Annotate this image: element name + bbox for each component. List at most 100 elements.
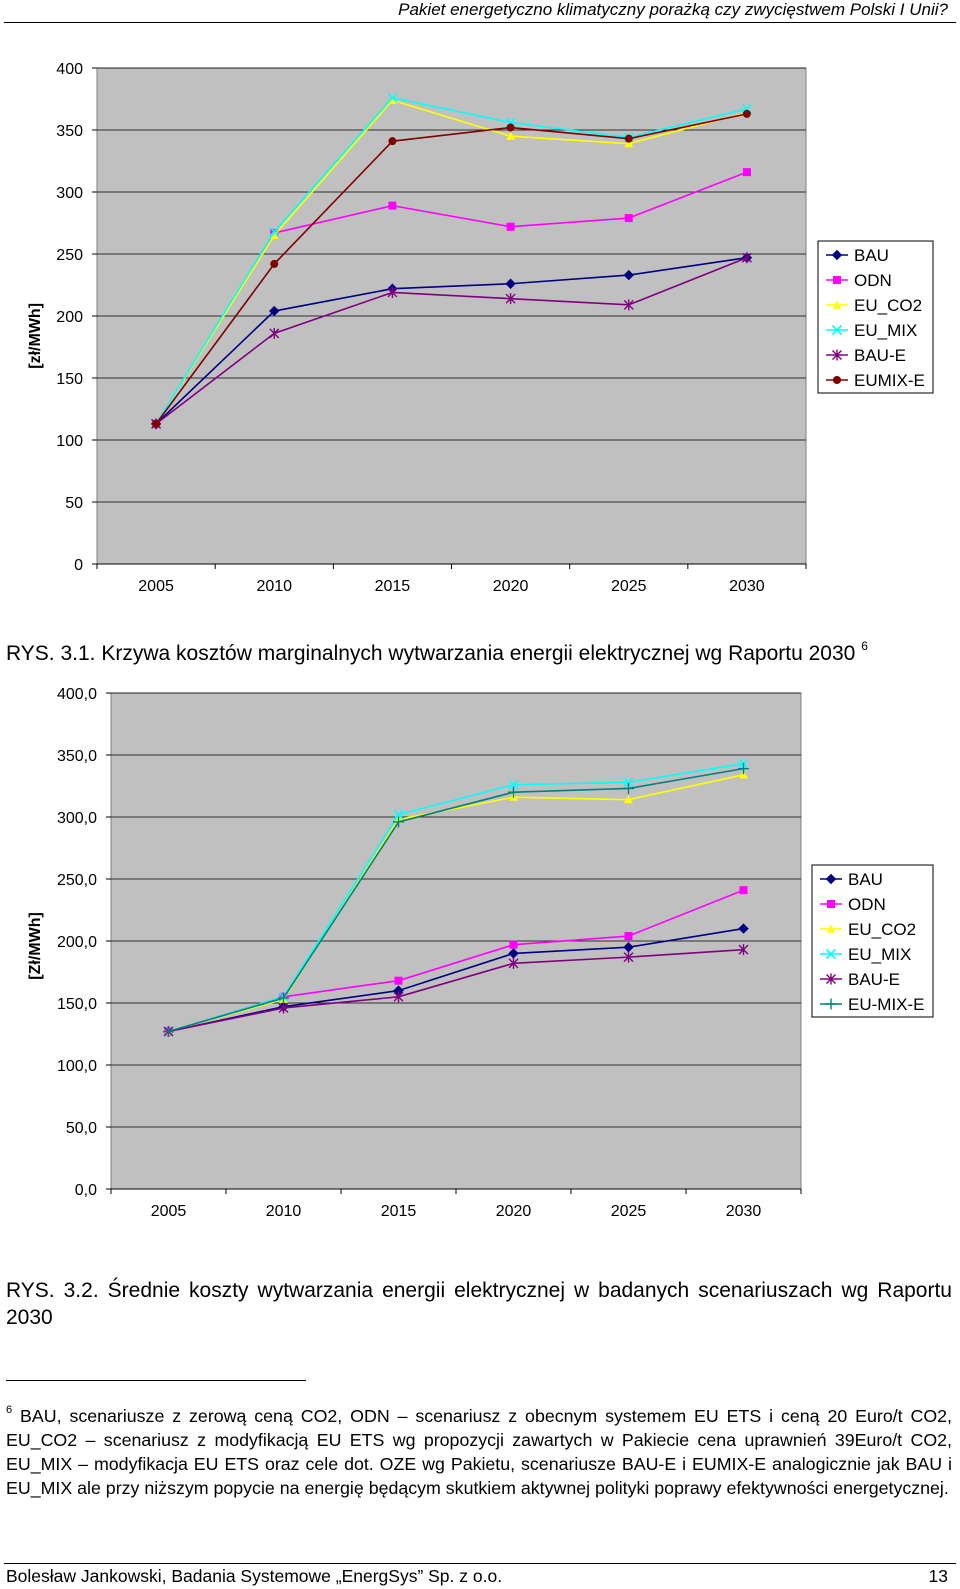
series-line <box>155 256 748 425</box>
data-point <box>269 226 280 237</box>
series-line <box>168 927 744 1033</box>
data-point <box>509 940 518 949</box>
series-line <box>168 767 744 1033</box>
y-tick-label: 100 <box>56 433 83 450</box>
legend-item: EU_CO2 <box>854 296 922 315</box>
data-point <box>387 286 398 298</box>
legend-item: EU-MIX-E <box>848 995 925 1014</box>
data-point <box>388 137 397 146</box>
legend-marker <box>831 249 843 261</box>
y-tick-label: 150 <box>56 371 83 388</box>
legend-marker <box>827 900 835 908</box>
page-header: Pakiet energetyczno klimatyczny porażką … <box>0 0 960 24</box>
data-point <box>393 816 404 828</box>
legend-marker <box>833 376 841 384</box>
data-point <box>741 252 752 264</box>
series-bau-e <box>163 944 749 1038</box>
y-tick-label: 350 <box>56 123 83 140</box>
page-number: 13 <box>928 1566 948 1586</box>
data-point <box>623 299 634 311</box>
legend-item: EU_CO2 <box>848 920 916 939</box>
x-tick-label: 2015 <box>375 578 411 595</box>
data-point <box>152 419 161 428</box>
x-tick-label: 2005 <box>151 1203 187 1220</box>
series-eumix-e <box>152 109 751 428</box>
chart-svg: 0,0 50,0 100,0 150,0 200,0 250,0 300,0 350,0 400… <box>27 686 934 1220</box>
legend-item: ODN <box>854 271 892 290</box>
data-point <box>508 786 519 798</box>
data-point <box>623 782 634 794</box>
legend-marker <box>831 324 843 336</box>
y-tick-label: 400 <box>56 61 83 78</box>
data-point <box>278 1002 289 1014</box>
y-tick-label: 0,0 <box>75 1182 97 1199</box>
data-point <box>388 201 397 210</box>
caption-fig1-text: RYS. 3.1. Krzywa kosztów marginalnych wy… <box>6 642 856 665</box>
legend-marker <box>825 873 837 885</box>
y-tick-label: 150,0 <box>57 996 97 1013</box>
data-point <box>269 305 280 317</box>
legend-item: EU_MIX <box>848 945 911 964</box>
data-point <box>624 134 633 143</box>
series-line <box>155 99 748 425</box>
x-tick-label: 2010 <box>266 1203 302 1220</box>
header-rule <box>4 22 956 23</box>
legend-marker <box>826 924 836 933</box>
footnote-text: BAU, scenariusze z zerową ceną CO2, ODN … <box>6 1406 953 1498</box>
footnote: 6 BAU, scenariusze z zerową ceną CO2, OD… <box>6 1404 952 1500</box>
footnote-rule <box>6 1380 306 1381</box>
y-tick-label: 0 <box>74 557 83 574</box>
data-point <box>269 327 280 339</box>
chart-average-costs: 0,0 50,0 100,0 150,0 200,0 250,0 300,0 350,0 400… <box>0 675 960 1250</box>
y-tick-label: 350,0 <box>57 748 97 765</box>
footnote-ref: 6 <box>861 639 868 653</box>
y-axis-label: [zł/MWh] <box>27 303 44 369</box>
legend-marker <box>825 998 837 1010</box>
data-point <box>394 976 403 985</box>
data-point <box>393 809 404 820</box>
data-point <box>739 770 748 779</box>
series-line <box>155 96 748 425</box>
data-point <box>269 230 279 239</box>
data-point <box>163 1026 174 1038</box>
x-tick-label: 2030 <box>729 578 765 595</box>
data-point <box>623 951 634 963</box>
legend-marker <box>832 300 842 309</box>
legend <box>811 864 934 1018</box>
series-line <box>168 762 744 1033</box>
data-point <box>270 259 279 268</box>
y-axis-label: [Zł/MWh] <box>27 912 44 980</box>
x-tick-label: 2030 <box>726 1203 762 1220</box>
legend-marker <box>825 948 837 960</box>
chart-svg: 0 50 100 150 200 250 300 350 400 2005 2010 2015 2020… <box>27 61 934 595</box>
y-tick-label: 300,0 <box>57 810 97 827</box>
series-line <box>168 774 744 1033</box>
data-point <box>738 763 749 775</box>
caption-fig1: RYS. 3.1. Krzywa kosztów marginalnych wy… <box>6 640 952 667</box>
data-point <box>508 957 519 969</box>
data-point <box>393 991 404 1003</box>
data-point <box>624 139 634 148</box>
data-point <box>506 222 515 231</box>
data-point <box>624 214 633 223</box>
footer-rule <box>4 1563 956 1564</box>
y-tick-label: 50 <box>65 495 83 512</box>
data-point <box>505 278 516 289</box>
data-point <box>742 109 751 118</box>
legend-marker <box>833 276 841 284</box>
y-tick-label: 50,0 <box>66 1120 97 1137</box>
data-point <box>739 886 748 895</box>
data-point <box>387 95 397 104</box>
x-tick-label: 2025 <box>611 578 647 595</box>
header-title: Pakiet energetyczno klimatyczny porażką … <box>398 0 948 19</box>
footnote-number: 6 <box>6 1404 13 1416</box>
x-tick-label: 2015 <box>381 1203 417 1220</box>
legend-item: BAU <box>854 246 889 265</box>
caption-fig2: RYS. 3.2. Średnie koszty wytwarzania ene… <box>6 1279 952 1329</box>
data-point <box>623 777 634 788</box>
data-point <box>387 92 398 103</box>
data-point <box>506 131 516 140</box>
data-point <box>505 293 516 305</box>
legend-item: ODN <box>848 895 886 914</box>
x-tick-label: 2005 <box>138 578 174 595</box>
